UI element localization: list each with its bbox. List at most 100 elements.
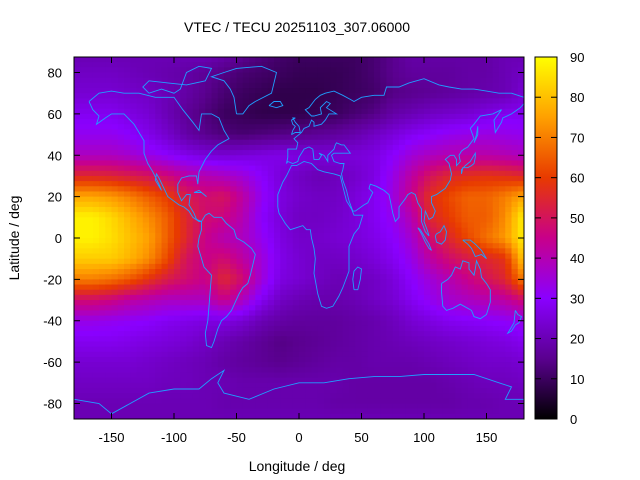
- heatmap-cell: [186, 284, 194, 291]
- heatmap-cell: [461, 325, 469, 332]
- heatmap-cell: [517, 269, 524, 275]
- heatmap-cell: [80, 82, 87, 89]
- heatmap-cell: [411, 108, 419, 115]
- heatmap-cell: [149, 372, 156, 379]
- heatmap-cell: [505, 300, 512, 306]
- heatmap-cell: [349, 186, 356, 192]
- heatmap-cell: [186, 325, 194, 332]
- heatmap-cell: [236, 279, 244, 286]
- heatmap-cell: [455, 315, 462, 322]
- heatmap-cell: [261, 362, 269, 368]
- heatmap-cell: [417, 372, 425, 379]
- heatmap-cell: [192, 269, 200, 275]
- heatmap-cell: [430, 331, 437, 337]
- heatmap-cell: [117, 206, 125, 213]
- heatmap-cell: [311, 77, 319, 84]
- heatmap-cell: [411, 356, 419, 363]
- heatmap-cell: [442, 398, 450, 404]
- heatmap-cell: [99, 356, 106, 363]
- heatmap-cell: [517, 258, 524, 265]
- heatmap-cell: [280, 367, 287, 373]
- heatmap-cell: [130, 134, 137, 141]
- heatmap-cell: [380, 263, 387, 270]
- heatmap-cell: [330, 403, 337, 410]
- heatmap-cell: [249, 238, 256, 244]
- heatmap-cell: [192, 253, 200, 260]
- heatmap-cell: [74, 103, 81, 110]
- heatmap-cell: [349, 403, 356, 410]
- heatmap-cell: [274, 284, 281, 291]
- heatmap-cell: [324, 336, 331, 342]
- heatmap-cell: [261, 243, 269, 249]
- heatmap-cell: [267, 336, 275, 342]
- heatmap-cell: [255, 263, 262, 270]
- heatmap-cell: [436, 393, 444, 399]
- heatmap-cell: [380, 325, 387, 332]
- heatmap-cell: [255, 98, 262, 105]
- heatmap-cell: [280, 113, 287, 120]
- heatmap-cell: [192, 160, 200, 167]
- heatmap-cell: [505, 294, 512, 301]
- heatmap-cell: [174, 103, 181, 110]
- heatmap-cell: [380, 300, 387, 306]
- heatmap-cell: [392, 238, 400, 244]
- heatmap-cell: [311, 206, 319, 213]
- heatmap-cell: [286, 356, 294, 363]
- heatmap-cell: [517, 341, 524, 348]
- heatmap-cell: [111, 62, 119, 68]
- heatmap-cell: [442, 346, 450, 353]
- heatmap-cell: [349, 310, 356, 317]
- heatmap-cell: [486, 129, 494, 136]
- heatmap-cell: [455, 62, 462, 68]
- heatmap-cell: [242, 377, 250, 384]
- heatmap-cell: [180, 331, 187, 337]
- heatmap-cell: [211, 165, 219, 172]
- heatmap-cell: [261, 181, 269, 187]
- heatmap-cell: [486, 206, 494, 213]
- heatmap-cell: [349, 331, 356, 337]
- heatmap-cell: [136, 382, 144, 389]
- heatmap-cell: [392, 382, 400, 389]
- heatmap-cell: [442, 362, 450, 368]
- heatmap-cell: [492, 222, 500, 229]
- heatmap-cell: [355, 382, 362, 389]
- heatmap-cell: [92, 103, 100, 110]
- heatmap-cell: [161, 341, 169, 348]
- heatmap-cell: [230, 351, 237, 358]
- heatmap-cell: [192, 62, 200, 68]
- heatmap-cell: [436, 72, 444, 79]
- heatmap-cell: [236, 217, 244, 223]
- heatmap-cell: [224, 377, 231, 384]
- heatmap-cell: [180, 315, 187, 322]
- heatmap-cell: [174, 367, 181, 373]
- heatmap-cell: [205, 367, 212, 373]
- heatmap-cell: [461, 160, 469, 167]
- heatmap-cell: [467, 201, 475, 208]
- heatmap-cell: [205, 403, 212, 410]
- heatmap-cell: [511, 263, 519, 270]
- heatmap-cell: [411, 186, 419, 192]
- heatmap-cell: [117, 253, 125, 260]
- heatmap-cell: [255, 331, 262, 337]
- heatmap-cell: [280, 356, 287, 363]
- heatmap-cell: [317, 88, 325, 94]
- heatmap-cell: [280, 134, 287, 141]
- heatmap-cell: [180, 93, 187, 99]
- heatmap-cell: [455, 289, 462, 296]
- heatmap-cell: [161, 155, 169, 161]
- heatmap-cell: [305, 57, 312, 63]
- heatmap-cell: [186, 367, 194, 373]
- heatmap-cell: [74, 191, 81, 198]
- heatmap-cell: [236, 227, 244, 234]
- heatmap-cell: [242, 263, 250, 270]
- heatmap-cell: [255, 356, 262, 363]
- heatmap-cell: [130, 93, 137, 99]
- heatmap-cell: [255, 139, 262, 146]
- heatmap-cell: [149, 403, 156, 410]
- heatmap-cell: [361, 88, 369, 94]
- heatmap-cell: [330, 356, 337, 363]
- heatmap-cell: [299, 403, 306, 410]
- heatmap-cell: [417, 77, 425, 84]
- heatmap-cell: [442, 113, 450, 120]
- heatmap-cell: [511, 325, 519, 332]
